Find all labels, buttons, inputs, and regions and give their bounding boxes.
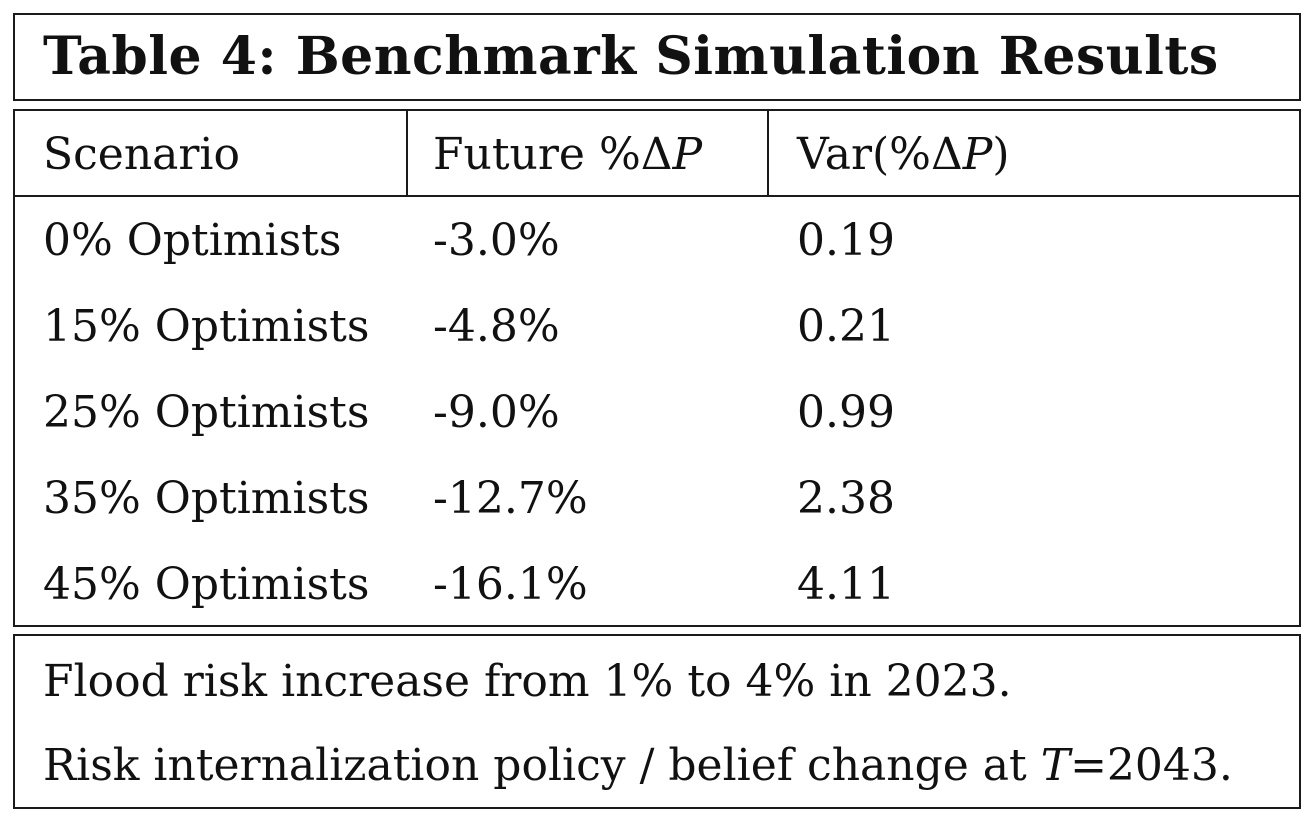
row-future-change: -9.0% [433,387,560,438]
results-table: Scenario Future %ΔP Var(%ΔP) 0% Optimist… [13,109,1301,627]
header-divider-1 [406,111,408,195]
row-scenario: 35% Optimists [43,473,370,524]
row-scenario: 25% Optimists [43,387,370,438]
header-variance-prefix: Var(%Δ [797,129,963,180]
header-variance-suffix: ) [992,129,1010,180]
row-scenario: 15% Optimists [43,301,370,352]
table-notes-box: Flood risk increase from 1% to 4% in 202… [13,634,1301,809]
note-policy-suffix: =2043. [1070,740,1233,791]
header-divider-2 [767,111,769,195]
table-title: Table 4: Benchmark Simulation Results [43,26,1219,87]
row-future-change: -3.0% [433,215,560,266]
row-future-change: -12.7% [433,473,588,524]
row-future-change: -16.1% [433,559,588,610]
table-header-row: Scenario Future %ΔP Var(%ΔP) [15,111,1299,197]
row-variance: 2.38 [797,473,895,524]
row-scenario: 0% Optimists [43,215,342,266]
note-flood-risk: Flood risk increase from 1% to 4% in 202… [43,656,1012,707]
row-variance: 0.21 [797,301,895,352]
row-variance: 0.19 [797,215,895,266]
note-policy-change: Risk internalization policy / belief cha… [43,740,1233,792]
note-policy-variable: T [1040,740,1071,791]
row-future-change: -4.8% [433,301,560,352]
header-variance-variable: P [962,129,993,180]
header-future-variable: P [672,129,703,180]
header-future-change: Future %ΔP [433,129,702,181]
row-scenario: 45% Optimists [43,559,370,610]
row-variance: 0.99 [797,387,895,438]
header-future-prefix: Future %Δ [433,129,673,180]
table-title-box: Table 4: Benchmark Simulation Results [13,13,1301,101]
header-variance: Var(%ΔP) [797,129,1010,181]
row-variance: 4.11 [797,559,895,610]
note-policy-prefix: Risk internalization policy / belief cha… [43,740,1041,791]
header-scenario: Scenario [43,129,240,180]
